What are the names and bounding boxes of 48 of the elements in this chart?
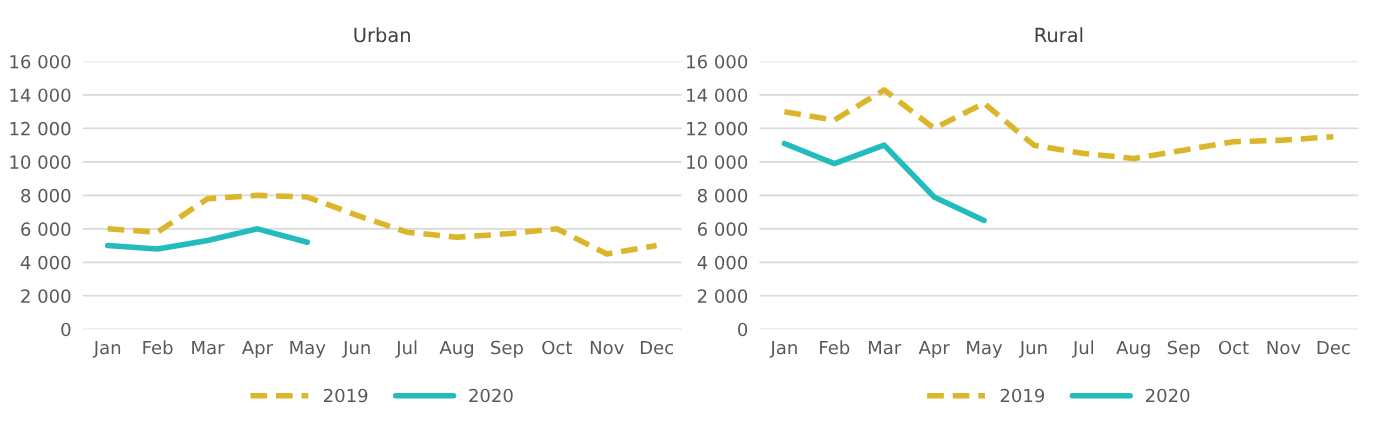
x-tick-label: Jan xyxy=(769,340,797,358)
x-tick-label: Sep xyxy=(1167,340,1200,358)
y-tick-label: 14 000 xyxy=(10,88,71,103)
x-tick-label: Jun xyxy=(1018,340,1047,358)
x-tick-label: May xyxy=(967,340,1003,358)
x-tick-label: Dec xyxy=(1317,340,1350,355)
x-tick-label: Jan xyxy=(92,340,121,358)
legend-label: 2019 xyxy=(324,388,368,403)
x-tick-label: Apr xyxy=(241,340,274,358)
x-tick-label: Oct xyxy=(542,340,573,355)
y-tick-label: 10 000 xyxy=(10,155,71,169)
y-tick-label: 4 000 xyxy=(20,255,71,270)
x-tick-label: Oct xyxy=(1218,340,1249,355)
y-tick-label: 8 000 xyxy=(21,188,71,203)
y-tick-label: 16 000 xyxy=(687,54,748,69)
chart-title: Rural xyxy=(1035,27,1083,43)
y-tick-label: 12 000 xyxy=(687,121,748,136)
y-tick-label: 6 000 xyxy=(21,222,71,236)
y-tick-label: 6 000 xyxy=(697,222,748,236)
y-tick-label: 0 xyxy=(738,322,748,337)
x-tick-label: Jun xyxy=(342,340,370,358)
x-tick-label: Dec xyxy=(640,340,673,355)
y-tick-label: 8 000 xyxy=(697,188,748,203)
y-tick-label: 14 000 xyxy=(687,88,748,103)
x-tick-label: Feb xyxy=(143,340,173,355)
y-tick-label: 0 xyxy=(61,322,71,337)
y-tick-label: 2 000 xyxy=(21,289,71,303)
y-tick-label: 16 000 xyxy=(10,54,71,69)
x-tick-label: Mar xyxy=(868,340,902,355)
x-tick-label: Apr xyxy=(918,340,950,358)
x-tick-label: Sep xyxy=(491,340,523,358)
y-tick-label: 4 000 xyxy=(697,255,748,270)
y-tick-label: 2 000 xyxy=(697,289,748,303)
legend-label: 2019 xyxy=(1000,388,1045,403)
x-tick-label: Mar xyxy=(192,340,225,355)
x-tick-label: May xyxy=(290,340,326,358)
legend-label: 2020 xyxy=(469,388,513,403)
legend-label: 2020 xyxy=(1145,388,1190,403)
x-tick-label: Nov xyxy=(590,340,624,355)
chart-title: Urban xyxy=(354,27,410,43)
x-tick-label: Jul xyxy=(395,340,417,358)
x-tick-label: Aug xyxy=(439,340,474,358)
x-tick-label: Jul xyxy=(1072,340,1094,358)
x-tick-label: Aug xyxy=(1116,340,1150,358)
y-tick-label: 12 000 xyxy=(10,121,71,136)
x-tick-label: Nov xyxy=(1267,340,1301,355)
x-tick-label: Feb xyxy=(820,340,850,355)
y-tick-label: 10 000 xyxy=(687,155,748,169)
